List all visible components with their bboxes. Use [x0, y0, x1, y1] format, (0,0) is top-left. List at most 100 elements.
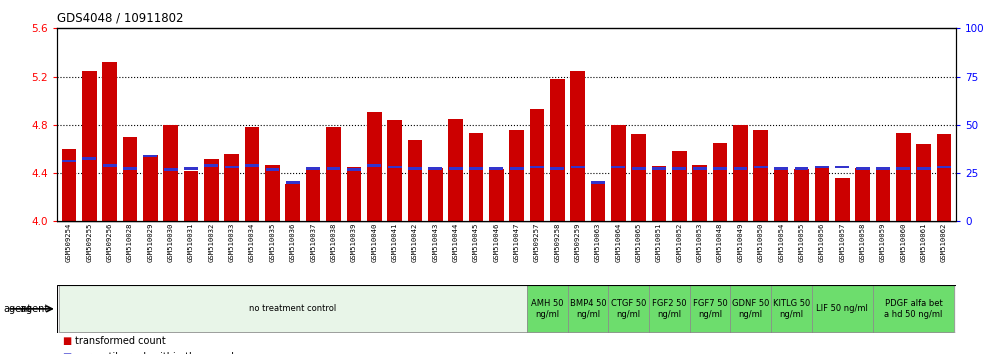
Bar: [591, 181, 605, 184]
Bar: [856, 167, 870, 170]
Text: ■: ■: [62, 336, 71, 346]
Bar: [612, 166, 625, 168]
FancyBboxPatch shape: [812, 285, 872, 332]
Bar: [774, 167, 788, 170]
Bar: [672, 151, 687, 221]
Bar: [795, 167, 809, 170]
Text: no treatment control: no treatment control: [249, 304, 337, 313]
Bar: [306, 168, 321, 221]
Bar: [62, 160, 76, 162]
FancyBboxPatch shape: [689, 285, 730, 332]
Text: transformed count: transformed count: [75, 336, 165, 346]
Bar: [550, 79, 565, 221]
Bar: [530, 166, 544, 168]
Text: PDGF alfa bet
a hd 50 ng/ml: PDGF alfa bet a hd 50 ng/ml: [884, 299, 942, 319]
Bar: [651, 166, 666, 221]
FancyBboxPatch shape: [609, 285, 649, 332]
FancyBboxPatch shape: [568, 285, 609, 332]
Bar: [631, 167, 645, 170]
FancyBboxPatch shape: [649, 285, 689, 332]
Bar: [387, 166, 401, 168]
Bar: [937, 166, 951, 168]
Bar: [469, 133, 483, 221]
Bar: [103, 165, 117, 167]
Bar: [408, 167, 422, 170]
Text: FGF7 50
ng/ml: FGF7 50 ng/ml: [692, 299, 727, 319]
Bar: [225, 166, 239, 168]
Bar: [469, 167, 483, 170]
Bar: [428, 168, 442, 221]
Bar: [347, 168, 361, 171]
Bar: [387, 120, 401, 221]
Bar: [551, 167, 565, 170]
Bar: [794, 170, 809, 221]
Bar: [754, 166, 768, 168]
Bar: [733, 167, 747, 170]
Bar: [183, 171, 198, 221]
Bar: [448, 167, 462, 170]
Bar: [530, 109, 544, 221]
Bar: [184, 167, 198, 170]
Bar: [265, 165, 280, 221]
Bar: [347, 167, 362, 221]
Bar: [124, 167, 137, 170]
FancyBboxPatch shape: [59, 285, 527, 332]
Bar: [815, 168, 830, 221]
Bar: [571, 166, 585, 168]
Bar: [875, 170, 890, 221]
Bar: [612, 125, 625, 221]
Text: GDS4048 / 10911802: GDS4048 / 10911802: [57, 12, 183, 25]
Bar: [713, 167, 727, 170]
Bar: [733, 125, 748, 221]
Bar: [489, 167, 503, 170]
Bar: [489, 170, 504, 221]
FancyBboxPatch shape: [527, 285, 568, 332]
Bar: [204, 165, 218, 167]
FancyBboxPatch shape: [771, 285, 812, 332]
Bar: [286, 184, 300, 221]
Bar: [306, 167, 320, 170]
Text: ■: ■: [62, 352, 71, 354]
Bar: [326, 127, 341, 221]
Bar: [103, 62, 117, 221]
Text: agent: agent: [20, 304, 52, 314]
Text: agent: agent: [3, 304, 31, 314]
Bar: [327, 167, 341, 170]
Bar: [407, 141, 422, 221]
Bar: [245, 165, 259, 167]
Bar: [713, 143, 727, 221]
Bar: [448, 119, 463, 221]
FancyBboxPatch shape: [872, 285, 954, 332]
Text: BMP4 50
ng/ml: BMP4 50 ng/ml: [570, 299, 607, 319]
Bar: [245, 127, 259, 221]
Bar: [368, 165, 381, 167]
Bar: [896, 133, 910, 221]
Bar: [815, 166, 829, 168]
Text: CTGF 50
ng/ml: CTGF 50 ng/ml: [611, 299, 646, 319]
Bar: [652, 167, 666, 170]
Text: percentile rank within the sample: percentile rank within the sample: [75, 352, 240, 354]
Bar: [856, 168, 870, 221]
Bar: [163, 168, 177, 171]
Text: GDNF 50
ng/ml: GDNF 50 ng/ml: [732, 299, 769, 319]
Text: AMH 50
ng/ml: AMH 50 ng/ml: [531, 299, 564, 319]
Bar: [836, 166, 850, 168]
Bar: [896, 167, 910, 170]
Bar: [571, 70, 585, 221]
Bar: [224, 154, 239, 221]
Bar: [591, 183, 606, 221]
Bar: [693, 167, 707, 170]
Bar: [143, 155, 157, 158]
Bar: [367, 112, 381, 221]
Bar: [936, 135, 951, 221]
Bar: [123, 137, 137, 221]
Bar: [82, 70, 97, 221]
Bar: [428, 167, 442, 170]
Bar: [754, 130, 768, 221]
Bar: [875, 167, 889, 170]
Bar: [163, 125, 178, 221]
Text: LIF 50 ng/ml: LIF 50 ng/ml: [817, 304, 869, 313]
Bar: [204, 159, 219, 221]
Text: FGF2 50
ng/ml: FGF2 50 ng/ml: [652, 299, 686, 319]
Bar: [509, 130, 524, 221]
